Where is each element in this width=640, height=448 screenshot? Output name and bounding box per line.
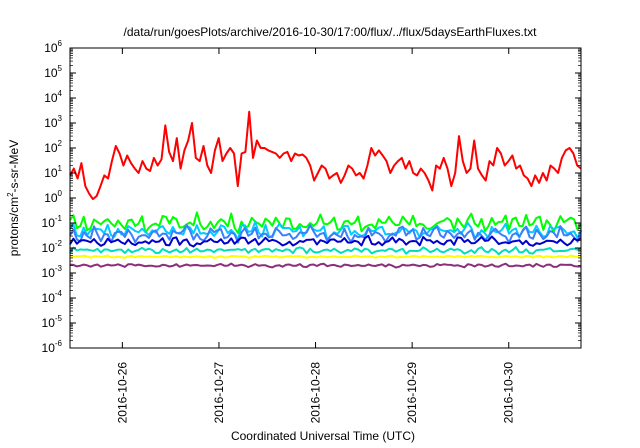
series-line-4	[69, 224, 582, 244]
y-tick-label: 10-2	[42, 239, 63, 255]
y-axis-label-superscript: 2	[6, 192, 15, 197]
plot-lines	[69, 110, 582, 269]
x-tick-label: 2016-10-28	[309, 362, 323, 424]
y-tick-label: 105	[44, 64, 62, 80]
x-tick-label: 2016-10-27	[212, 362, 226, 424]
y-tick-label: 106	[44, 39, 62, 55]
series-line-5	[69, 234, 582, 248]
series-line-1	[69, 110, 582, 201]
y-axis-label-rest: -s-sr-MeV	[7, 140, 21, 193]
series-line-2	[69, 211, 582, 234]
y-axis-label: protons/cm2-s-sr-MeV	[6, 140, 21, 256]
y-tick-label: 100	[44, 189, 62, 205]
series-line-3	[69, 220, 582, 241]
x-tick-label: 2016-10-26	[115, 362, 129, 424]
y-tick-label: 10-3	[42, 264, 63, 280]
y-tick-label: 10-4	[42, 289, 63, 305]
y-tick-label: 10-1	[42, 214, 63, 230]
y-tick-label: 103	[44, 114, 62, 130]
x-tick-label: 2016-10-30	[502, 362, 516, 424]
y-tick-label: 10-5	[42, 314, 63, 330]
series-line-8	[69, 262, 581, 269]
y-tick-label: 101	[44, 164, 62, 180]
plot-frame	[69, 47, 582, 349]
y-tick-label: 104	[44, 89, 62, 105]
y-tick-label: 102	[44, 139, 62, 155]
series-line-6	[69, 246, 582, 256]
x-axis-ticks: 2016-10-26 2016-10-27 2016-10-28 2016-10-29…	[115, 48, 516, 424]
series-line-7	[69, 254, 582, 259]
x-tick-label: 2016-10-29	[405, 362, 419, 424]
y-tick-label: 10-6	[42, 339, 63, 355]
chart-title: /data/run/goesPlots/archive/2016-10-30/1…	[124, 25, 538, 39]
y-axis-label-main: protons/cm	[7, 197, 21, 256]
x-axis-label: Coordinated Universal Time (UTC)	[231, 429, 415, 443]
y-axis-ticks: 10-6 10-5 10-4 10-3 10-2 10-1 100 101 102 103 104 1…	[42, 39, 581, 355]
